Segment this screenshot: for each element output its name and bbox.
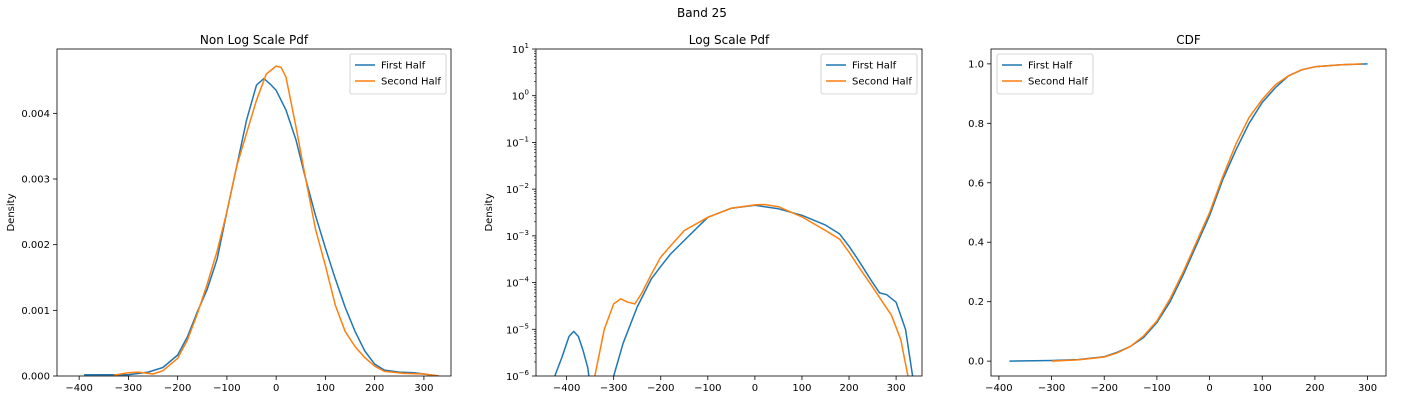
y-tick-exponent: 1 <box>525 42 529 50</box>
y-tick-exponent: −5 <box>519 322 529 330</box>
y-tick-base: 10 <box>512 45 525 56</box>
legend: First Half Second Half <box>349 53 447 95</box>
y-tick-label: 10−5 <box>506 322 529 336</box>
y-tick-exponent: −2 <box>519 182 529 190</box>
y-tick-exponent: −1 <box>519 135 529 143</box>
y-axis-label: Density <box>6 193 17 231</box>
y-tick-label: 10−3 <box>506 229 529 243</box>
y-tick-label: 10−1 <box>506 135 529 149</box>
series-line-second-half <box>113 65 439 376</box>
plot-area <box>1009 63 1368 362</box>
legend-box <box>996 53 1094 95</box>
y-tick-label: 0.4 <box>968 238 984 249</box>
y-tick-base: 10 <box>506 232 519 243</box>
y-tick-label: 0.6 <box>968 178 984 189</box>
y-tick-base: 10 <box>506 279 519 290</box>
panel-3: CDF −400 −300 −200 −100 0 100 200 300 0.0 0.2 0.4 0.… <box>968 33 1387 394</box>
y-tick-exponent: −4 <box>519 276 530 284</box>
x-tick-label: 200 <box>1305 383 1324 394</box>
legend: First Half Second Half <box>996 53 1094 95</box>
panel-title: Non Log Scale Pdf <box>200 33 309 47</box>
x-tick-label: 200 <box>839 383 858 394</box>
series-line-first-half <box>554 204 914 376</box>
y-tick-exponent: −6 <box>519 369 530 377</box>
y-tick-label: 0.000 <box>21 372 50 383</box>
y-tick-base: 10 <box>506 138 519 149</box>
series-line-second-half <box>594 203 909 376</box>
axes-frame <box>535 48 923 377</box>
axes-frame <box>990 48 1387 377</box>
y-tick-label: 0.0 <box>968 357 984 368</box>
legend-label: First Half <box>1028 61 1073 72</box>
y-tick-base: 10 <box>512 92 525 103</box>
y-tick-label: 10−6 <box>506 369 530 383</box>
y-tick-base: 10 <box>506 325 519 336</box>
x-tick-label: 100 <box>316 383 335 394</box>
panel-title: CDF <box>1176 33 1201 47</box>
x-tick-label: 300 <box>1358 383 1377 394</box>
y-tick-base: 10 <box>506 372 519 383</box>
panel-title: Log Scale Pdf <box>689 33 770 47</box>
legend-label: Second Half <box>852 77 912 88</box>
series-line-first-half <box>84 77 439 376</box>
y-tick-label: 100 <box>512 89 529 103</box>
y-tick-label: 1.0 <box>968 59 984 70</box>
panel-1: Non Log Scale Pdf −400 −300 −200 −100 0 100 200… <box>6 33 452 394</box>
figure-suptitle: Band 25 <box>677 6 727 20</box>
x-tick-label: 0 <box>273 383 279 394</box>
x-tick-label: 300 <box>887 383 906 394</box>
x-tick-label: −100 <box>213 383 240 394</box>
x-tick-label: 100 <box>1253 383 1272 394</box>
y-tick-label: 0.003 <box>21 175 50 186</box>
x-tick-label: −400 <box>65 383 92 394</box>
y-tick-label: 10−4 <box>506 276 530 290</box>
legend-label: First Half <box>852 61 897 72</box>
panel-2: Log Scale Pdf−400 −300 −200 −100 0 100 200 3001… <box>484 33 923 394</box>
y-tick-exponent: −3 <box>519 229 529 237</box>
x-tick-label: 300 <box>414 383 433 394</box>
x-tick-label: −100 <box>1143 383 1170 394</box>
legend-box <box>349 53 447 95</box>
y-axis-label: Density <box>484 193 495 231</box>
plot-area <box>554 203 914 376</box>
series-line-second-half <box>1051 63 1363 362</box>
y-tick-label: 0.2 <box>968 297 984 308</box>
plot-area <box>84 65 439 376</box>
x-tick-label: −100 <box>694 383 721 394</box>
x-tick-label: −200 <box>1090 383 1117 394</box>
y-tick-label: 10−2 <box>506 182 529 196</box>
x-tick-label: −200 <box>647 383 674 394</box>
y-tick-label: 101 <box>512 42 529 56</box>
x-tick-label: −200 <box>164 383 191 394</box>
y-tick-label: 0.001 <box>21 306 50 317</box>
y-tick-label: 0.8 <box>968 119 984 130</box>
x-tick-label: −300 <box>115 383 142 394</box>
x-tick-label: −400 <box>553 383 580 394</box>
x-tick-label: −300 <box>600 383 627 394</box>
x-tick-label: −300 <box>1038 383 1065 394</box>
x-tick-label: 200 <box>365 383 384 394</box>
y-tick-label: 0.002 <box>21 240 50 251</box>
legend-label: Second Half <box>381 77 441 88</box>
x-tick-label: 100 <box>792 383 811 394</box>
axes-frame <box>56 48 452 377</box>
legend-box <box>820 53 918 95</box>
x-tick-label: 0 <box>752 383 758 394</box>
x-tick-label: 0 <box>1206 383 1212 394</box>
legend-label: First Half <box>381 61 426 72</box>
legend-label: Second Half <box>1028 77 1088 88</box>
y-tick-base: 10 <box>506 185 519 196</box>
y-tick-exponent: 0 <box>525 89 529 97</box>
y-tick-label: 0.004 <box>21 109 50 120</box>
legend: First Half Second Half <box>820 53 918 95</box>
x-tick-label: −400 <box>985 383 1012 394</box>
